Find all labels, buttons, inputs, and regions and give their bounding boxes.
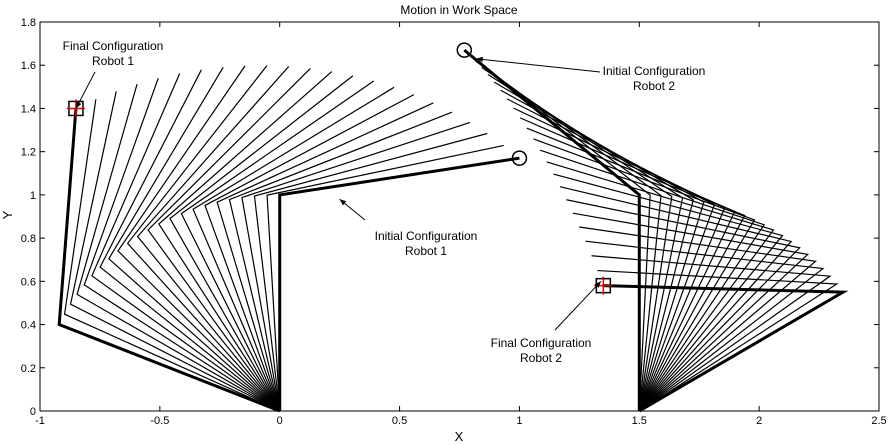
robot-2-intermediate-configuration [597,269,839,412]
robot-1-intermediate-configuration [147,68,311,412]
robot-2-intermediate-configuration [500,89,705,412]
robot-1-intermediate-configuration [180,80,375,412]
robot-1-initial-configuration [278,156,520,411]
robot-1-initial-circle-marker [511,150,528,166]
x-tick-label: 0 [277,415,283,427]
x-tick-label: 0.5 [392,415,407,427]
robot-2-intermediate-configuration [487,74,684,412]
y-tick-label: 0.6 [21,276,36,288]
x-axis-label: X [455,429,464,444]
robot-2-initial-circle-marker [456,42,473,58]
y-tick-label: 0 [30,406,36,418]
robot-1-intermediate-configuration [91,73,281,412]
annotation-text: Robot 2 [633,79,675,93]
robot-1-intermediate-configuration [63,99,280,412]
robot-1-intermediate-configuration [69,91,280,412]
robot-2-intermediate-configuration [585,240,825,412]
robot-2-intermediate-configuration [526,127,746,412]
robot-1-intermediate-configuration [228,111,453,412]
y-tick-label: 1 [30,190,36,202]
configuration-markers [66,42,613,295]
robot-1-intermediate-configuration [108,66,281,412]
annotation-arrowhead [75,101,82,109]
x-tick-label: 2 [756,415,762,427]
robot-1-intermediate-configuration [83,78,281,412]
robot-1-intermediate-configuration [99,69,281,412]
robot-configurations [57,48,849,413]
y-tick-label: 0.8 [21,233,36,245]
y-axis-label: Y [0,210,15,219]
robot-2-initial-configuration [463,48,641,411]
robot-2-intermediate-configuration [553,173,784,412]
robot-1-intermediate-configuration [192,86,395,412]
robot-1-intermediate-configuration [126,65,281,412]
plot-frame [39,21,880,412]
robot-1-intermediate-configuration [136,66,290,412]
annotation-text: Initial Configuration [603,64,706,78]
x-tick-label: -1 [35,415,45,427]
robot-1-intermediate-configuration [169,75,354,412]
robot-2-intermediate-configuration [579,226,817,412]
x-tick-label: 2.5 [871,415,886,427]
robot-2-intermediate-configuration [481,67,673,412]
robot-1-intermediate-configuration [253,132,488,412]
motion-sweep [63,54,839,412]
robot-2-intermediate-configuration [546,161,775,412]
robot-2-intermediate-configuration [533,138,756,412]
robot-2-intermediate-configuration [566,199,801,412]
annotation-text: Final Configuration [63,39,164,53]
robot-1-intermediate-configuration [76,84,281,412]
annotation-arrow [476,58,601,73]
robot-1-intermediate-configuration [241,121,471,412]
robot-1-intermediate-configuration [204,94,415,412]
annotation-arrowhead [339,199,347,206]
annotation-text: Robot 1 [405,244,447,258]
robot-2-final-configuration [603,284,849,413]
robot-1-intermediate-configuration [266,144,504,412]
y-tick-label: 1.4 [21,103,36,115]
robot-1-intermediate-configuration [158,71,333,412]
x-tick-label: 1.5 [632,415,647,427]
robot-1-intermediate-configuration [117,65,281,412]
x-tick-label: -0.5 [150,415,169,427]
annotation-arrowhead [594,281,601,288]
y-tick-label: 0.4 [21,320,36,332]
y-tick-label: 1.2 [21,147,36,159]
robot-2-intermediate-configuration [559,186,793,412]
annotation-arrow [75,71,96,109]
annotation-arrowhead [476,56,483,63]
x-tick-label: 1 [516,415,522,427]
robot-2-intermediate-configuration [475,60,662,412]
annotation-text: Robot 2 [520,351,562,365]
annotation-arrow [554,280,602,331]
y-tick-label: 1.6 [21,60,36,72]
annotation-text: Final Configuration [491,336,592,350]
annotation-text: Initial Configuration [375,229,478,243]
annotation-text: Robot 1 [92,54,134,68]
robot-2-intermediate-configuration [591,255,832,412]
robot-2-intermediate-configuration [572,212,810,412]
robot-1-final-configuration [57,108,281,413]
robot-1-intermediate-configuration [216,102,434,412]
axis-ticks: -1 -0.5 0 0.5 1 1.5 2 2.5 0 0.2 0.4 0.6 0.8 1 1.2 1.4 1.… [21,17,887,427]
y-tick-label: 1.8 [21,17,36,29]
robot-2-intermediate-configuration [493,81,694,412]
chart-title: Motion in Work Space [400,3,517,17]
y-tick-label: 0.2 [21,363,36,375]
